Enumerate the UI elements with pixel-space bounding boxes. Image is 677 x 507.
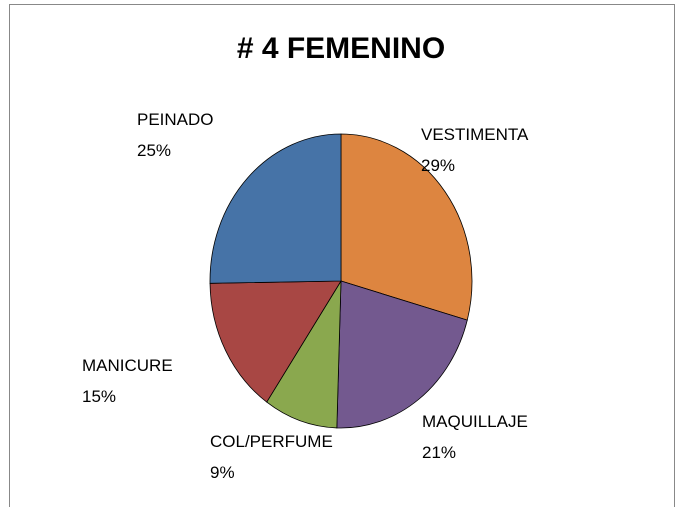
slice-label: PEINADO: [137, 110, 214, 129]
slice-value-label: 21%: [422, 443, 456, 462]
pie-slice: [336, 280, 468, 429]
slice-value-label: 29%: [421, 156, 455, 175]
pie-slice: [266, 279, 342, 429]
slice-label: VESTIMENTA: [421, 125, 529, 144]
slice-label: MAQUILLAJE: [422, 412, 528, 431]
slice-value-label: 9%: [210, 463, 235, 482]
pie-slice: [340, 133, 473, 321]
chart-title: # 4 FEMENINO: [237, 32, 445, 65]
pie-slice: [209, 133, 342, 284]
slice-value-label: 15%: [82, 387, 116, 406]
slice-label: MANICURE: [82, 356, 173, 375]
slice-value-label: 25%: [137, 141, 171, 160]
slice-label: COL/PERFUME: [210, 432, 333, 451]
pie-slice: [209, 280, 342, 403]
